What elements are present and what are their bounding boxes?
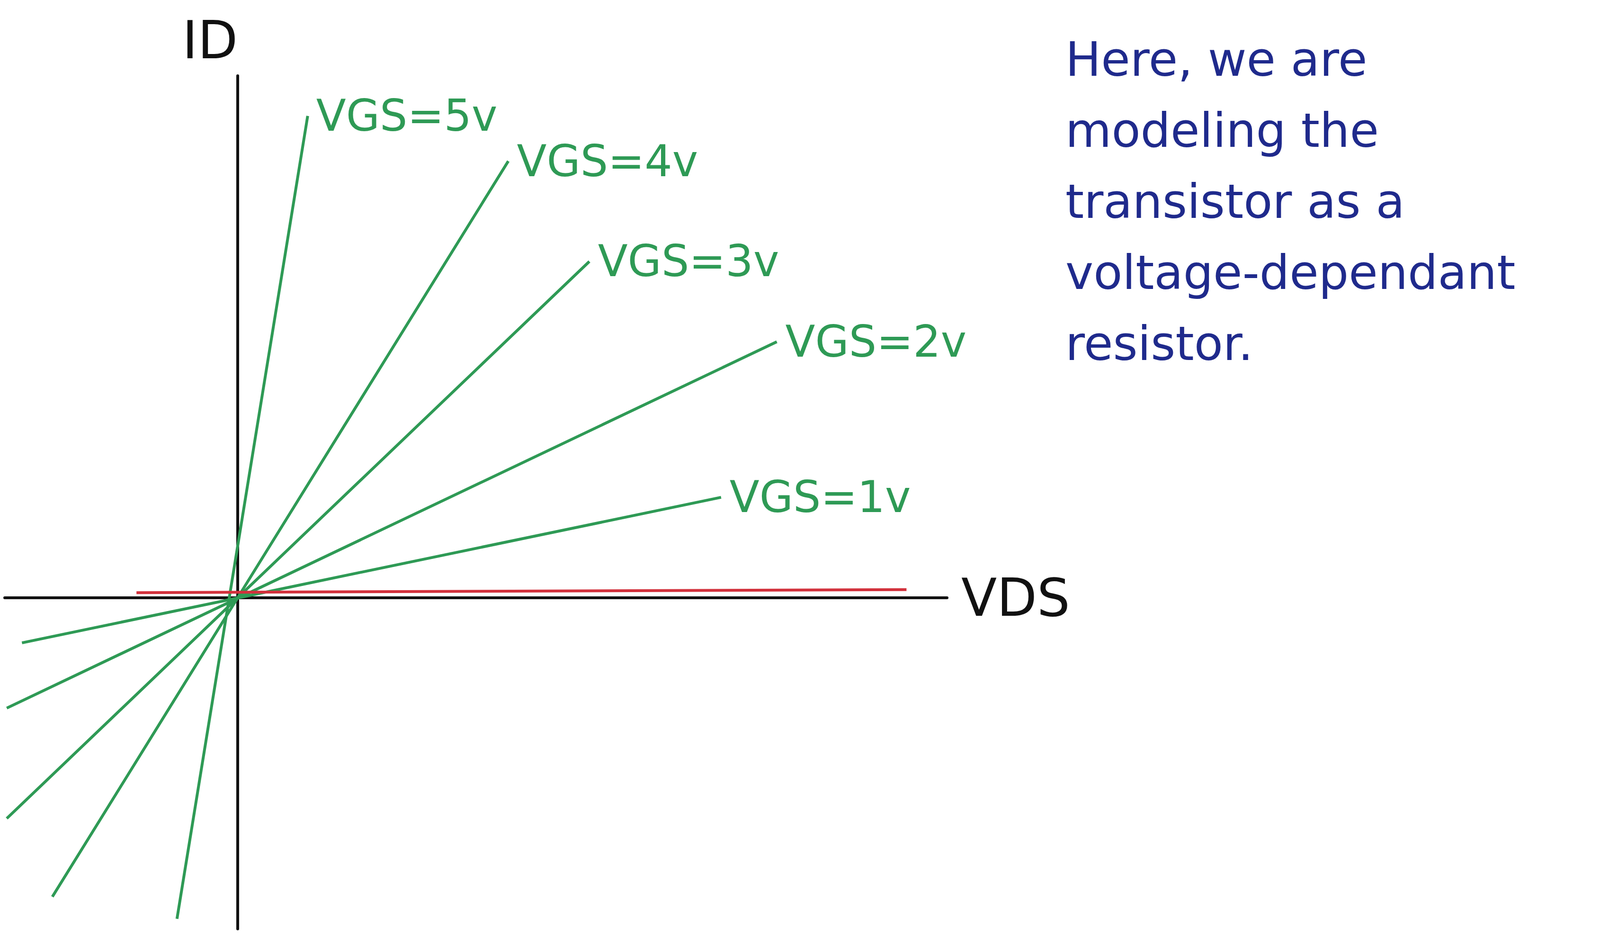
svg-text:VGS=5v: VGS=5v [316,90,498,142]
svg-text:resistor.: resistor. [1065,315,1254,372]
svg-text:VDS: VDS [961,567,1071,628]
svg-text:Here, we are: Here, we are [1065,31,1383,88]
svg-text:VGS=2v: VGS=2v [785,316,967,367]
svg-text:VGS=1v: VGS=1v [729,471,912,523]
svg-text:voltage-dependant: voltage-dependant [1065,244,1531,301]
svg-text:VGS=3v: VGS=3v [598,235,780,287]
svg-text:VGS=4v: VGS=4v [516,135,698,187]
svg-text:ID: ID [182,9,238,71]
svg-text:modeling the: modeling the [1065,102,1395,159]
svg-text:transistor as a: transistor as a [1065,173,1421,230]
